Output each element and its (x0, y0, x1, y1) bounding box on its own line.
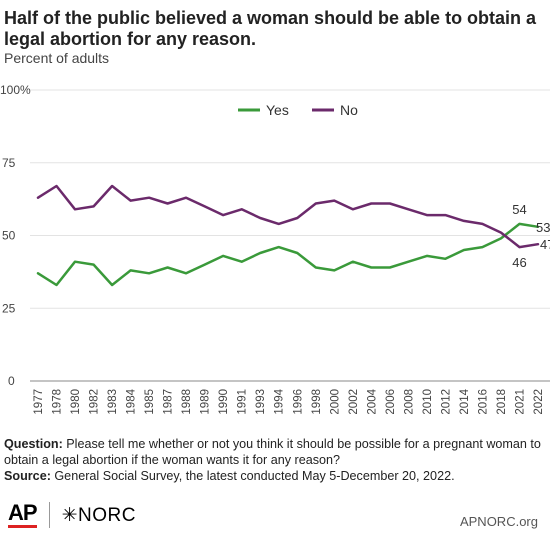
x-tick-label: 2022 (533, 389, 545, 415)
legend: Yes No (238, 102, 358, 118)
x-tick-label: 2000 (329, 389, 341, 415)
x-tick-label: 1977 (33, 389, 45, 415)
data-labels: 54 53 46 47 (512, 202, 550, 270)
x-tick-label: 2004 (366, 388, 378, 414)
x-tick-label: 1991 (237, 389, 249, 415)
label-yes-2022: 53 (536, 220, 550, 235)
label-no-2021: 46 (512, 255, 526, 270)
x-tick-label: 2021 (514, 389, 526, 415)
x-tick-label: 2014 (459, 388, 471, 414)
x-tick-label: 1985 (144, 389, 156, 415)
y-axis-ticks: 0 25 50 75 100% (0, 83, 31, 388)
x-tick-label: 2008 (403, 389, 415, 415)
legend-label-yes: Yes (266, 102, 289, 118)
y-tick-label: 100% (0, 83, 31, 97)
line-chart: 0 25 50 75 100% 1977 1978 1980 1982 1983 1984 1985… (0, 83, 550, 415)
legend-label-no: No (340, 102, 358, 118)
x-tick-label: 1982 (89, 389, 101, 415)
series-line-no (36, 184, 540, 249)
question-text: Please tell me whether or not you think … (4, 437, 541, 467)
logo-divider (48, 502, 50, 528)
ap-logo: AP (8, 502, 38, 528)
series-lines (36, 184, 540, 287)
chart-title: Half of the public believed a woman shou… (4, 8, 537, 49)
x-tick-label: 1984 (126, 388, 138, 414)
x-tick-label: 2006 (385, 389, 397, 415)
x-tick-label: 1983 (107, 389, 119, 415)
label-yes-2021: 54 (512, 202, 526, 217)
y-tick-label: 75 (2, 156, 16, 170)
x-tick-label: 1988 (181, 389, 193, 415)
x-tick-label: 2010 (422, 389, 434, 415)
source-label: Source: (4, 469, 51, 483)
x-tick-label: 1994 (274, 388, 286, 414)
question-label: Question: (4, 437, 63, 451)
x-tick-label: 1998 (311, 389, 323, 415)
site-url[interactable]: APNORC.org (459, 514, 538, 529)
x-tick-label: 2018 (496, 389, 508, 415)
x-tick-label: 1989 (200, 389, 212, 415)
y-tick-label: 25 (2, 301, 16, 315)
y-tick-label: 0 (8, 374, 15, 388)
norc-logo: ✳NORC (61, 504, 136, 526)
x-tick-label: 1996 (292, 389, 304, 415)
x-tick-label: 1978 (52, 389, 64, 415)
label-no-2022: 47 (540, 237, 550, 252)
y-tick-label: 50 (2, 229, 16, 243)
gridlines (30, 89, 550, 382)
source-text: General Social Survey, the latest conduc… (50, 469, 455, 483)
x-tick-label: 2012 (440, 389, 452, 415)
x-tick-label: 2016 (477, 389, 489, 415)
footnote: Question: Please tell me whether or not … (4, 436, 546, 484)
x-tick-label: 1990 (218, 389, 230, 415)
x-axis-ticks: 1977 1978 1980 1982 1983 1984 1985 1987 1988 1989… (33, 388, 545, 414)
chart-subtitle: Percent of adults (4, 50, 110, 66)
x-tick-label: 2002 (348, 389, 360, 415)
series-line-yes (36, 222, 540, 287)
logos: AP ✳NORC (8, 500, 136, 530)
x-tick-label: 1980 (70, 389, 82, 415)
x-tick-label: 1987 (163, 389, 175, 415)
x-tick-label: 1993 (255, 389, 267, 415)
